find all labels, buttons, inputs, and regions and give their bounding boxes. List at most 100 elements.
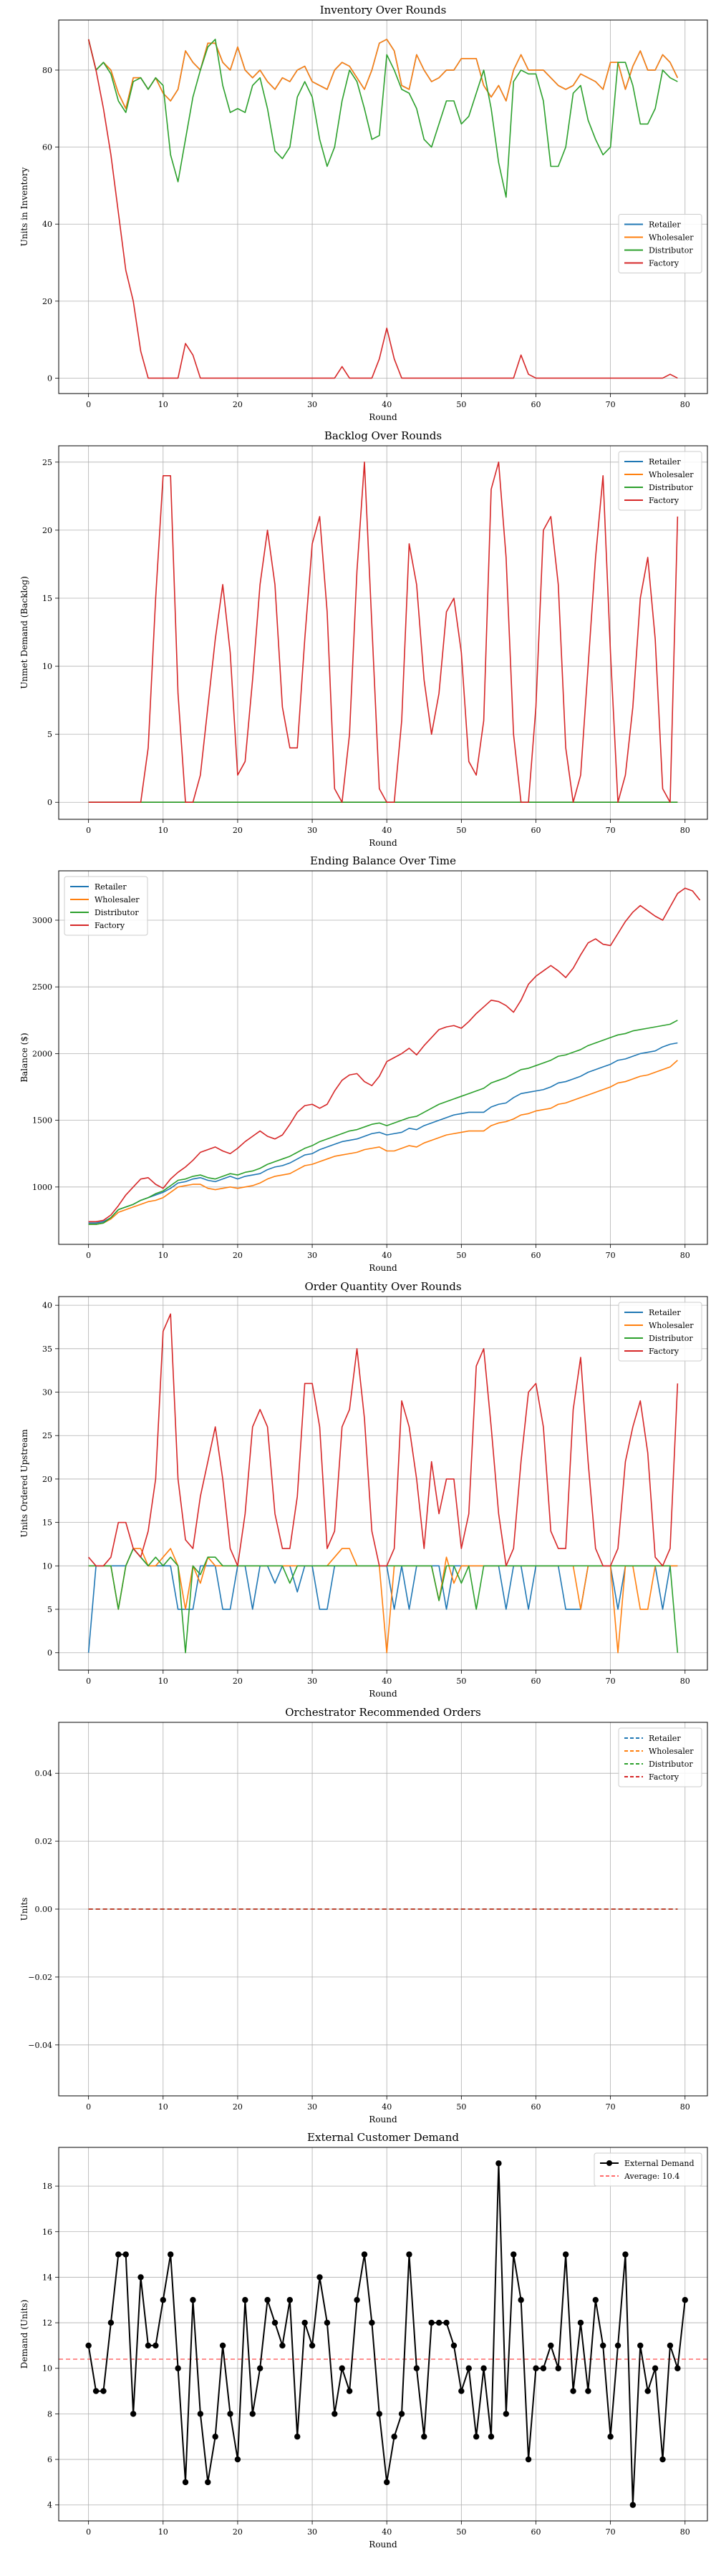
y-tick-label: 5 [47, 1605, 52, 1614]
data-point [428, 2319, 435, 2326]
x-tick-label: 20 [233, 1677, 243, 1686]
y-tick-label: 15 [42, 594, 52, 603]
y-tick-label: −0.04 [28, 2041, 52, 2050]
x-tick-label: 70 [606, 2102, 616, 2112]
legend-label: Factory [649, 1347, 679, 1356]
y-tick-label: 0.02 [35, 1837, 53, 1846]
data-point [682, 2297, 688, 2303]
chart-panel-3: Ending Balance Over Time 0 10 20 30 40 50 60 70 8… [19, 854, 708, 1273]
plot-frame [58, 2147, 708, 2522]
x-tick-label: 60 [531, 826, 541, 835]
legend-label: Wholesaler [649, 1321, 694, 1330]
y-tick-label: 0 [47, 1649, 52, 1658]
y-axis-label: Unmet Demand (Backlog) [19, 576, 29, 689]
data-point [473, 2434, 480, 2440]
legend-label: Retailer [649, 1308, 681, 1317]
data-point [600, 2342, 606, 2349]
x-tick-label: 10 [158, 2102, 168, 2112]
x-tick-label: 80 [680, 400, 690, 409]
data-point [85, 2342, 92, 2349]
x-tick-label: 40 [382, 826, 392, 835]
data-point [354, 2297, 360, 2303]
series-line-factory [88, 887, 701, 1223]
x-tick-label: 60 [531, 1677, 541, 1686]
data-point [398, 2411, 405, 2417]
x-tick-label: 10 [158, 826, 168, 835]
chart-panel-1: Inventory Over Rounds 0 10 20 30 40 50 60 70 80 0 2… [19, 4, 708, 422]
legend-label: Retailer [95, 882, 127, 892]
data-point [384, 2479, 390, 2486]
x-tick-label: 10 [158, 400, 168, 409]
data-point [369, 2319, 375, 2326]
y-tick-label: 60 [42, 143, 52, 152]
x-tick-label: 50 [456, 2527, 466, 2537]
x-tick-label: 30 [307, 2527, 317, 2537]
plot-frame [58, 445, 708, 820]
grid [59, 20, 707, 394]
data-point [145, 2342, 152, 2349]
x-axis-label: Round [369, 2540, 397, 2550]
y-tick-label: 20 [42, 1475, 52, 1484]
legend-label: Factory [649, 1772, 679, 1782]
y-tick-label: 20 [42, 526, 52, 535]
x-tick-label: 10 [158, 1677, 168, 1686]
plot-frame [58, 870, 708, 1245]
data-point [316, 2274, 323, 2280]
series-group [87, 39, 679, 379]
data-point [614, 2342, 621, 2349]
y-tick-label: 40 [42, 1301, 52, 1310]
y-tick-label: 30 [42, 1388, 52, 1397]
data-point [421, 2434, 427, 2440]
x-tick-label: 40 [382, 1677, 392, 1686]
legend-label: Distributor [95, 908, 139, 917]
y-tick-label: 0 [47, 798, 52, 807]
data-point [137, 2274, 144, 2280]
data-point [533, 2365, 539, 2371]
data-point [153, 2342, 159, 2349]
y-axis-label: Units [19, 1898, 29, 1921]
series-line-wholesaler [88, 1060, 678, 1225]
legend-marker [606, 2160, 612, 2166]
legend-label: Distributor [649, 245, 693, 255]
data-point [480, 2365, 487, 2371]
x-tick-label: 0 [86, 1251, 91, 1260]
chart-title: Backlog Over Rounds [324, 429, 442, 442]
x-tick-label: 30 [307, 1677, 317, 1686]
y-tick-label: 10 [42, 1561, 52, 1571]
legend: Retailer Wholesaler Distributor Factory [618, 451, 702, 511]
series-line-factory [88, 462, 679, 804]
legend-label: Wholesaler [649, 233, 694, 242]
data-point [488, 2434, 495, 2440]
plot-frame [58, 1722, 708, 2097]
series-line-factory [88, 1313, 679, 1567]
legend-label: Distributor [649, 1334, 693, 1343]
x-tick-label: 70 [606, 1677, 616, 1686]
legend-label: Wholesaler [649, 470, 694, 479]
series-line-wholesaler [87, 39, 679, 109]
data-point [511, 2251, 517, 2258]
data-point [339, 2365, 345, 2371]
y-tick-label: 0.04 [35, 1769, 53, 1778]
legend-label: Wholesaler [95, 895, 140, 904]
y-tick-label: 6 [47, 2455, 52, 2464]
data-point [555, 2365, 561, 2371]
data-point [294, 2434, 301, 2440]
grid [59, 2147, 707, 2521]
x-tick-label: 40 [382, 2102, 392, 2112]
x-tick-label: 10 [158, 2527, 168, 2537]
legend-label: External Demand [624, 2159, 695, 2168]
chart-title: External Customer Demand [307, 2131, 459, 2144]
series-group [85, 2160, 688, 2508]
x-tick-label: 60 [531, 2102, 541, 2112]
x-tick-label: 80 [680, 2102, 690, 2112]
y-tick-label: 8 [47, 2409, 52, 2419]
data-point [495, 2160, 502, 2167]
legend: Retailer Wholesaler Distributor Factory [64, 876, 148, 936]
legend-box [64, 876, 148, 936]
data-point [652, 2365, 659, 2371]
data-point [264, 2297, 271, 2303]
y-tick-label: 1500 [32, 1116, 52, 1126]
y-axis-label: Balance ($) [19, 1033, 29, 1082]
legend: Retailer Wholesaler Distributor Factory [618, 213, 702, 273]
x-tick-label: 50 [456, 1251, 466, 1260]
